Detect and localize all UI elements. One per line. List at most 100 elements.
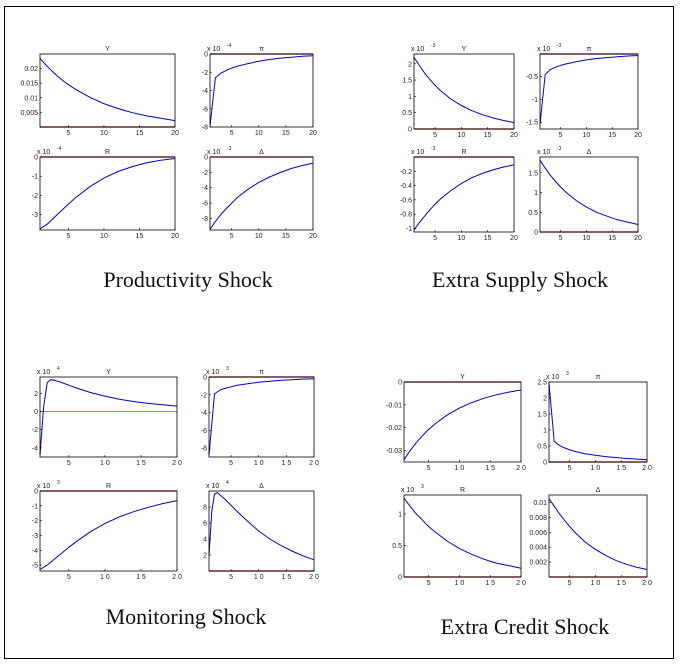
plot-4: 5 10 15 20 0 0.5 1 1.5 2 Yx 10 -3	[402, 43, 518, 139]
y-tick-label: 0	[398, 575, 402, 582]
series-line-0	[39, 379, 178, 456]
axis-multiplier-exponent: -3	[431, 43, 436, 49]
y-tick-label: -0.02	[386, 425, 402, 432]
axis-multiplier: x 10	[37, 149, 50, 156]
axes-box	[39, 490, 178, 572]
x-tick-label: 10	[100, 233, 108, 240]
x-tick-label: 5	[229, 460, 233, 467]
y-tick-label: -0.01	[386, 402, 402, 409]
plot-10: 5 1 0 1 5 2 0 -5 -4 -3 -2 -1 0 Rx 10 3	[32, 480, 182, 581]
y-tick-label: 0	[34, 489, 38, 496]
y-tick-label: 0.002	[529, 560, 547, 567]
x-tick-label: 2 0	[309, 460, 319, 467]
y-tick-label: 2	[34, 391, 38, 398]
axis-multiplier: x 10	[206, 369, 219, 376]
axis-multiplier: x 10	[411, 46, 424, 53]
y-tick-label: 0.004	[529, 545, 547, 552]
y-tick-label: 0.008	[529, 515, 547, 522]
y-tick-label: -0.8	[400, 212, 412, 219]
plot-11: 5 1 0 1 5 2 0 2 4 6 8 Δx 10 4	[203, 480, 319, 581]
y-tick-label: 0	[408, 127, 412, 134]
y-tick-label: -0.4	[400, 183, 412, 190]
x-tick-label: 15	[282, 130, 290, 137]
x-tick-label: 5	[559, 235, 563, 242]
x-tick-label: 2 0	[172, 460, 182, 467]
axes-box	[548, 381, 648, 463]
x-tick-label: 15	[608, 235, 616, 242]
axes-box	[539, 156, 639, 233]
plot-7: 5 10 15 20 0 0.5 1 1.5 Δx 10 -3	[528, 146, 642, 242]
x-tick-label: 5	[568, 465, 572, 472]
x-tick-label: 1 0	[254, 460, 264, 467]
y-tick-label: -1	[532, 97, 538, 104]
y-tick-label: 0	[204, 155, 208, 162]
x-tick-label: 1 0	[254, 574, 264, 581]
x-tick-label: 20	[634, 235, 642, 242]
y-tick-label: 2.5	[537, 380, 547, 387]
axis-multiplier-exponent: -4	[227, 43, 232, 49]
y-tick-label: 0.006	[529, 530, 547, 537]
plot-title: Y	[106, 369, 111, 376]
series-line-0	[548, 383, 648, 461]
x-tick-label: 1 5	[136, 460, 146, 467]
x-tick-label: 1 0	[455, 580, 465, 587]
axis-multiplier-exponent: 3	[57, 480, 60, 486]
y-tick-label: 2	[203, 553, 207, 560]
y-tick-label: -4	[32, 548, 38, 555]
axis-multiplier-exponent: 3	[566, 371, 569, 377]
plot-title: Y	[462, 46, 467, 53]
y-tick-label: -8	[202, 125, 208, 132]
y-tick-label: -1	[32, 503, 38, 510]
y-tick-label: 0.5	[392, 543, 402, 550]
axes-box	[403, 494, 522, 578]
x-tick-label: 10	[255, 233, 263, 240]
x-tick-label: 1 0	[591, 465, 601, 472]
series-line-0	[39, 58, 176, 122]
y-tick-label: 1.5	[537, 412, 547, 419]
plot-title: R	[106, 483, 111, 490]
x-tick-label: 5	[427, 465, 431, 472]
axis-multiplier-exponent: 4	[226, 480, 229, 486]
y-tick-label: 1	[534, 190, 538, 197]
y-tick-label: -6	[202, 106, 208, 113]
y-tick-label: -3	[32, 533, 38, 540]
series-line-0	[39, 158, 176, 230]
y-tick-label: 0	[203, 375, 207, 382]
y-tick-label: 0	[534, 230, 538, 237]
y-tick-label: 0.5	[537, 444, 547, 451]
x-tick-label: 5	[67, 574, 71, 581]
y-tick-label: -6	[201, 428, 207, 435]
caption-monitoring-shock: Monitoring Shock	[106, 604, 267, 629]
plot-title: Δ	[596, 487, 601, 494]
x-tick-label: 15	[282, 233, 290, 240]
x-tick-label: 10	[457, 235, 465, 242]
axis-multiplier: x 10	[37, 369, 50, 376]
y-tick-label: -2	[201, 392, 207, 399]
series-line-0	[539, 159, 639, 225]
y-tick-label: 0	[543, 460, 547, 467]
x-tick-label: 5	[67, 460, 71, 467]
series-line-0	[539, 55, 639, 125]
y-tick-label: 8	[203, 505, 207, 512]
x-tick-label: 20	[634, 132, 642, 139]
x-tick-label: 10	[255, 130, 263, 137]
x-tick-label: 15	[136, 130, 144, 137]
axes-box	[209, 156, 314, 231]
x-tick-label: 1 5	[485, 465, 495, 472]
plot-14: 5 1 0 1 5 2 0 0 0.5 1 Rx 10 3	[392, 484, 526, 587]
x-tick-label: 5	[559, 132, 563, 139]
plot-2: 5 10 15 20 -3 -2 -1 0 Rx 10 -4	[32, 146, 179, 240]
x-tick-label: 20	[309, 130, 317, 137]
x-tick-label: 2 0	[172, 574, 182, 581]
plot-6: 5 10 15 20 -1 -0.8 -0.6 -0.4 -0.2 Rx 10 -3	[400, 146, 518, 242]
x-tick-label: 20	[510, 132, 518, 139]
y-tick-label: -8	[201, 446, 207, 453]
axes-box	[413, 156, 515, 233]
axis-multiplier-exponent: -4	[57, 146, 62, 152]
x-tick-label: 10	[100, 130, 108, 137]
x-tick-label: 1 5	[485, 580, 495, 587]
y-tick-label: -4	[201, 410, 207, 417]
x-tick-label: 1 0	[455, 465, 465, 472]
y-tick-label: -2	[32, 193, 38, 200]
